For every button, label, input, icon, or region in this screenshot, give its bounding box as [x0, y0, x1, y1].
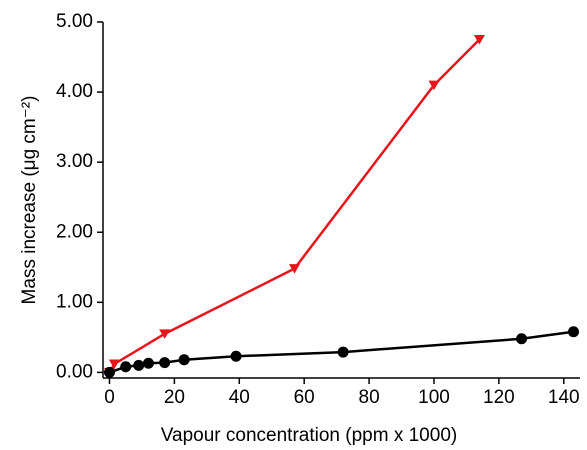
marker: [516, 333, 528, 345]
marker: [120, 361, 132, 373]
marker: [133, 359, 145, 371]
x-tick-label: 20: [164, 387, 185, 408]
marker: [568, 326, 580, 338]
y-tick-label: 2.00: [56, 221, 93, 242]
marker: [230, 350, 242, 362]
marker: [108, 359, 120, 369]
y-tick-label: 5.00: [56, 11, 93, 32]
x-tick-label: 60: [294, 387, 315, 408]
y-tick-label: 0.00: [56, 361, 93, 382]
x-tick-label: 120: [483, 387, 515, 408]
x-tick-label: 40: [229, 387, 250, 408]
x-tick-label: 100: [418, 387, 450, 408]
marker: [473, 35, 485, 45]
x-axis-label: Vapour concentration (ppm x 1000): [161, 425, 457, 446]
marker: [159, 329, 171, 339]
series-line: [109, 330, 574, 374]
series-line: [108, 38, 481, 374]
marker: [159, 357, 171, 369]
marker: [178, 354, 190, 366]
marker: [103, 366, 115, 378]
marker: [142, 357, 154, 369]
x-tick-label: 0: [104, 387, 115, 408]
y-axis-label: Mass increase (μg cm⁻²): [19, 96, 40, 305]
y-tick-label: 1.00: [56, 291, 93, 312]
marker: [337, 346, 349, 358]
y-tick-label: 4.00: [56, 81, 93, 102]
y-tick-label: 3.00: [56, 151, 93, 172]
x-tick-label: 140: [548, 387, 580, 408]
marker: [428, 80, 440, 91]
marker: [288, 264, 300, 274]
x-tick-label: 80: [359, 387, 380, 408]
